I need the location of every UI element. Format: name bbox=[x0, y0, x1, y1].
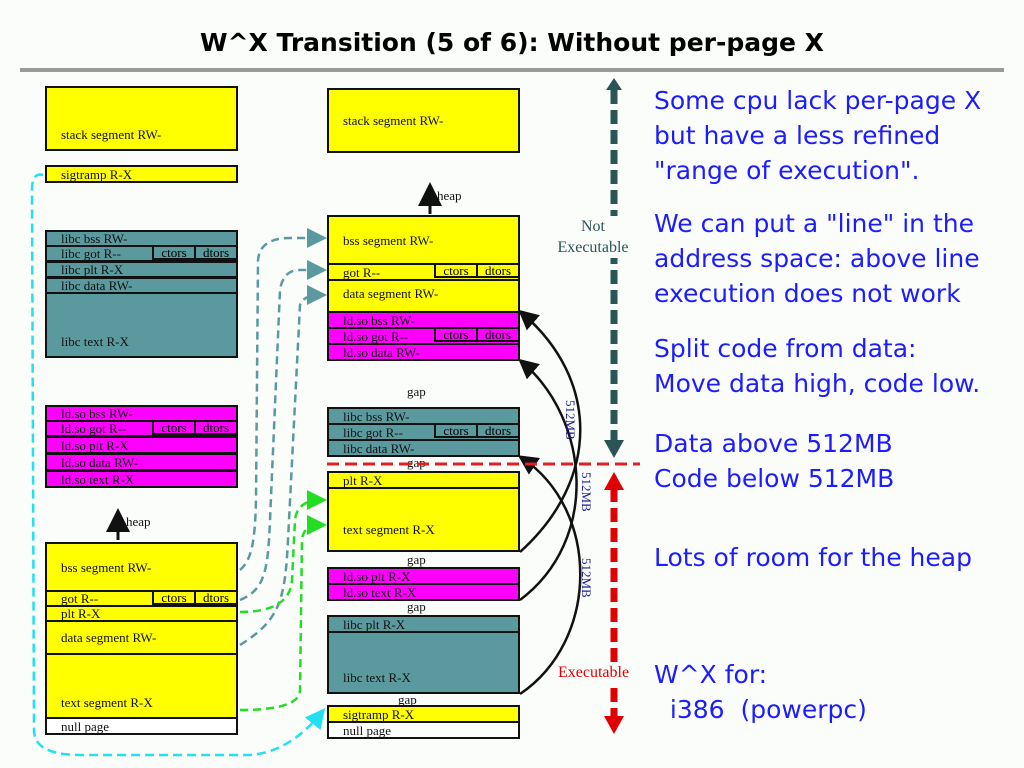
right-ldso-data: ld.so data RW- bbox=[327, 343, 520, 361]
right-heap-label: heap bbox=[437, 188, 462, 203]
gap-label: gap bbox=[407, 552, 426, 567]
bullet-6: W^X for: i386 (powerpc) bbox=[654, 660, 867, 724]
left-libc-dtors: dtors bbox=[194, 245, 238, 260]
right-libc-plt: libc plt R-X bbox=[327, 615, 520, 633]
right-libc-text: libc text R-X bbox=[327, 631, 520, 694]
left-ctors: ctors bbox=[152, 590, 196, 605]
right-sigtramp: sigtramp R-X bbox=[327, 705, 520, 723]
left-libc-text: libc text R-X bbox=[45, 292, 238, 358]
size-label: 512MB bbox=[563, 400, 578, 440]
executable-label: Executable bbox=[558, 664, 630, 682]
right-ctors: ctors bbox=[434, 263, 478, 278]
not-executable-label: Not Executable bbox=[548, 216, 638, 258]
not-exec-line: Executable bbox=[557, 239, 629, 256]
not-exec-line: Not bbox=[581, 218, 605, 235]
left-ldso-text: ld.so text R-X bbox=[45, 470, 238, 488]
gap-label: gap bbox=[407, 599, 426, 614]
left-heap-label: heap bbox=[126, 514, 151, 529]
bullet-4: Data above 512MB Code below 512MB bbox=[654, 429, 895, 493]
right-libc-dtors: dtors bbox=[476, 423, 520, 438]
left-stack: stack segment RW- bbox=[45, 86, 238, 151]
right-libc-ctors: ctors bbox=[434, 423, 478, 438]
gap-label: gap bbox=[407, 384, 426, 399]
left-null-page: null page bbox=[45, 717, 238, 735]
code-arrows bbox=[239, 490, 327, 712]
right-bss: bss segment RW- bbox=[327, 215, 520, 265]
size-label: 512MB bbox=[579, 558, 594, 598]
left-libc-ctors: ctors bbox=[152, 245, 196, 260]
bullet-1: Some cpu lack per-page X but have a less… bbox=[654, 86, 982, 185]
left-text: text segment R-X bbox=[45, 653, 238, 719]
right-null-page: null page bbox=[327, 721, 520, 739]
left-sigtramp: sigtramp R-X bbox=[45, 165, 238, 183]
libc-to-data-arrows bbox=[239, 228, 327, 647]
gap-label: gap bbox=[407, 455, 426, 470]
right-ldso-ctors: ctors bbox=[434, 327, 478, 342]
bullet-5: Lots of room for the heap bbox=[654, 543, 972, 572]
size-label: 512MB bbox=[579, 472, 594, 512]
right-libc-bss: libc bss RW- bbox=[327, 407, 520, 425]
right-ldso-dtors: dtors bbox=[476, 327, 520, 342]
bullet-3: Split code from data: Move data high, co… bbox=[654, 334, 981, 398]
gap-label: gap bbox=[398, 692, 417, 707]
bullet-2: We can put a "line" in the address space… bbox=[654, 209, 980, 308]
right-ldso-text: ld.so text R-X bbox=[327, 583, 520, 601]
right-stack: stack segment RW- bbox=[327, 88, 520, 153]
right-data: data segment RW- bbox=[327, 279, 520, 313]
relocation-curves bbox=[517, 309, 582, 696]
left-bss: bss segment RW- bbox=[45, 542, 238, 592]
left-ldso-dtors: dtors bbox=[194, 420, 238, 435]
right-dtors: dtors bbox=[476, 263, 520, 278]
title-divider bbox=[20, 68, 1004, 72]
left-ldso-ctors: ctors bbox=[152, 420, 196, 435]
sigtramp-arrow bbox=[30, 173, 326, 757]
left-dtors: dtors bbox=[194, 590, 238, 605]
right-libc-data: libc data RW- bbox=[327, 439, 520, 457]
right-text: text segment R-X bbox=[327, 487, 520, 552]
slide-title: W^X Transition (5 of 6): Without per-pag… bbox=[200, 28, 824, 57]
